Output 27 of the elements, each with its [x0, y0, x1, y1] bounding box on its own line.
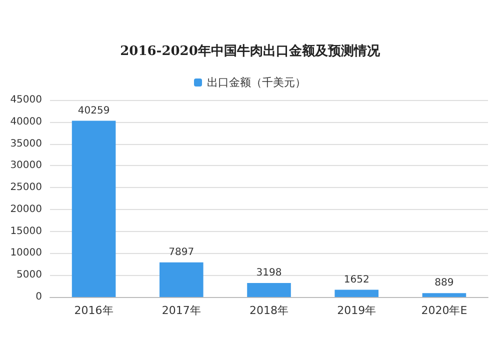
bar: [160, 262, 204, 297]
y-tick-label: 0: [36, 292, 42, 302]
x-tick-label: 2020年E: [421, 304, 468, 317]
y-tick-label: 30000: [10, 160, 42, 172]
x-tick-label: 2017年: [162, 304, 201, 317]
y-tick-label: 10000: [10, 248, 42, 259]
y-tick-label: 25000: [10, 182, 42, 194]
data-label: 7897: [168, 246, 194, 258]
y-tick-label: 45000: [10, 94, 42, 106]
data-label: 889: [434, 278, 454, 289]
y-tick-label: 20000: [10, 204, 42, 215]
data-label: 3198: [256, 268, 282, 278]
y-tick-label: 35000: [10, 138, 42, 150]
legend-label: 出口金额（千美元）: [207, 76, 306, 89]
chart-title: 2016-2020年中国牛肉出口金额及预测情况: [120, 43, 381, 59]
x-tick-label: 2018年: [250, 304, 288, 317]
y-tick-label: 5000: [16, 270, 42, 281]
bar: [334, 290, 378, 297]
y-tick-label: 40000: [10, 116, 42, 128]
x-tick-label: 2016年: [74, 304, 114, 317]
data-label: 40259: [78, 105, 110, 116]
y-tick-label: 15000: [10, 226, 42, 237]
x-tick-label: 2019年: [337, 304, 376, 317]
bar: [247, 283, 291, 297]
bar: [422, 293, 466, 297]
bar: [72, 120, 116, 297]
data-label: 1652: [344, 274, 370, 286]
